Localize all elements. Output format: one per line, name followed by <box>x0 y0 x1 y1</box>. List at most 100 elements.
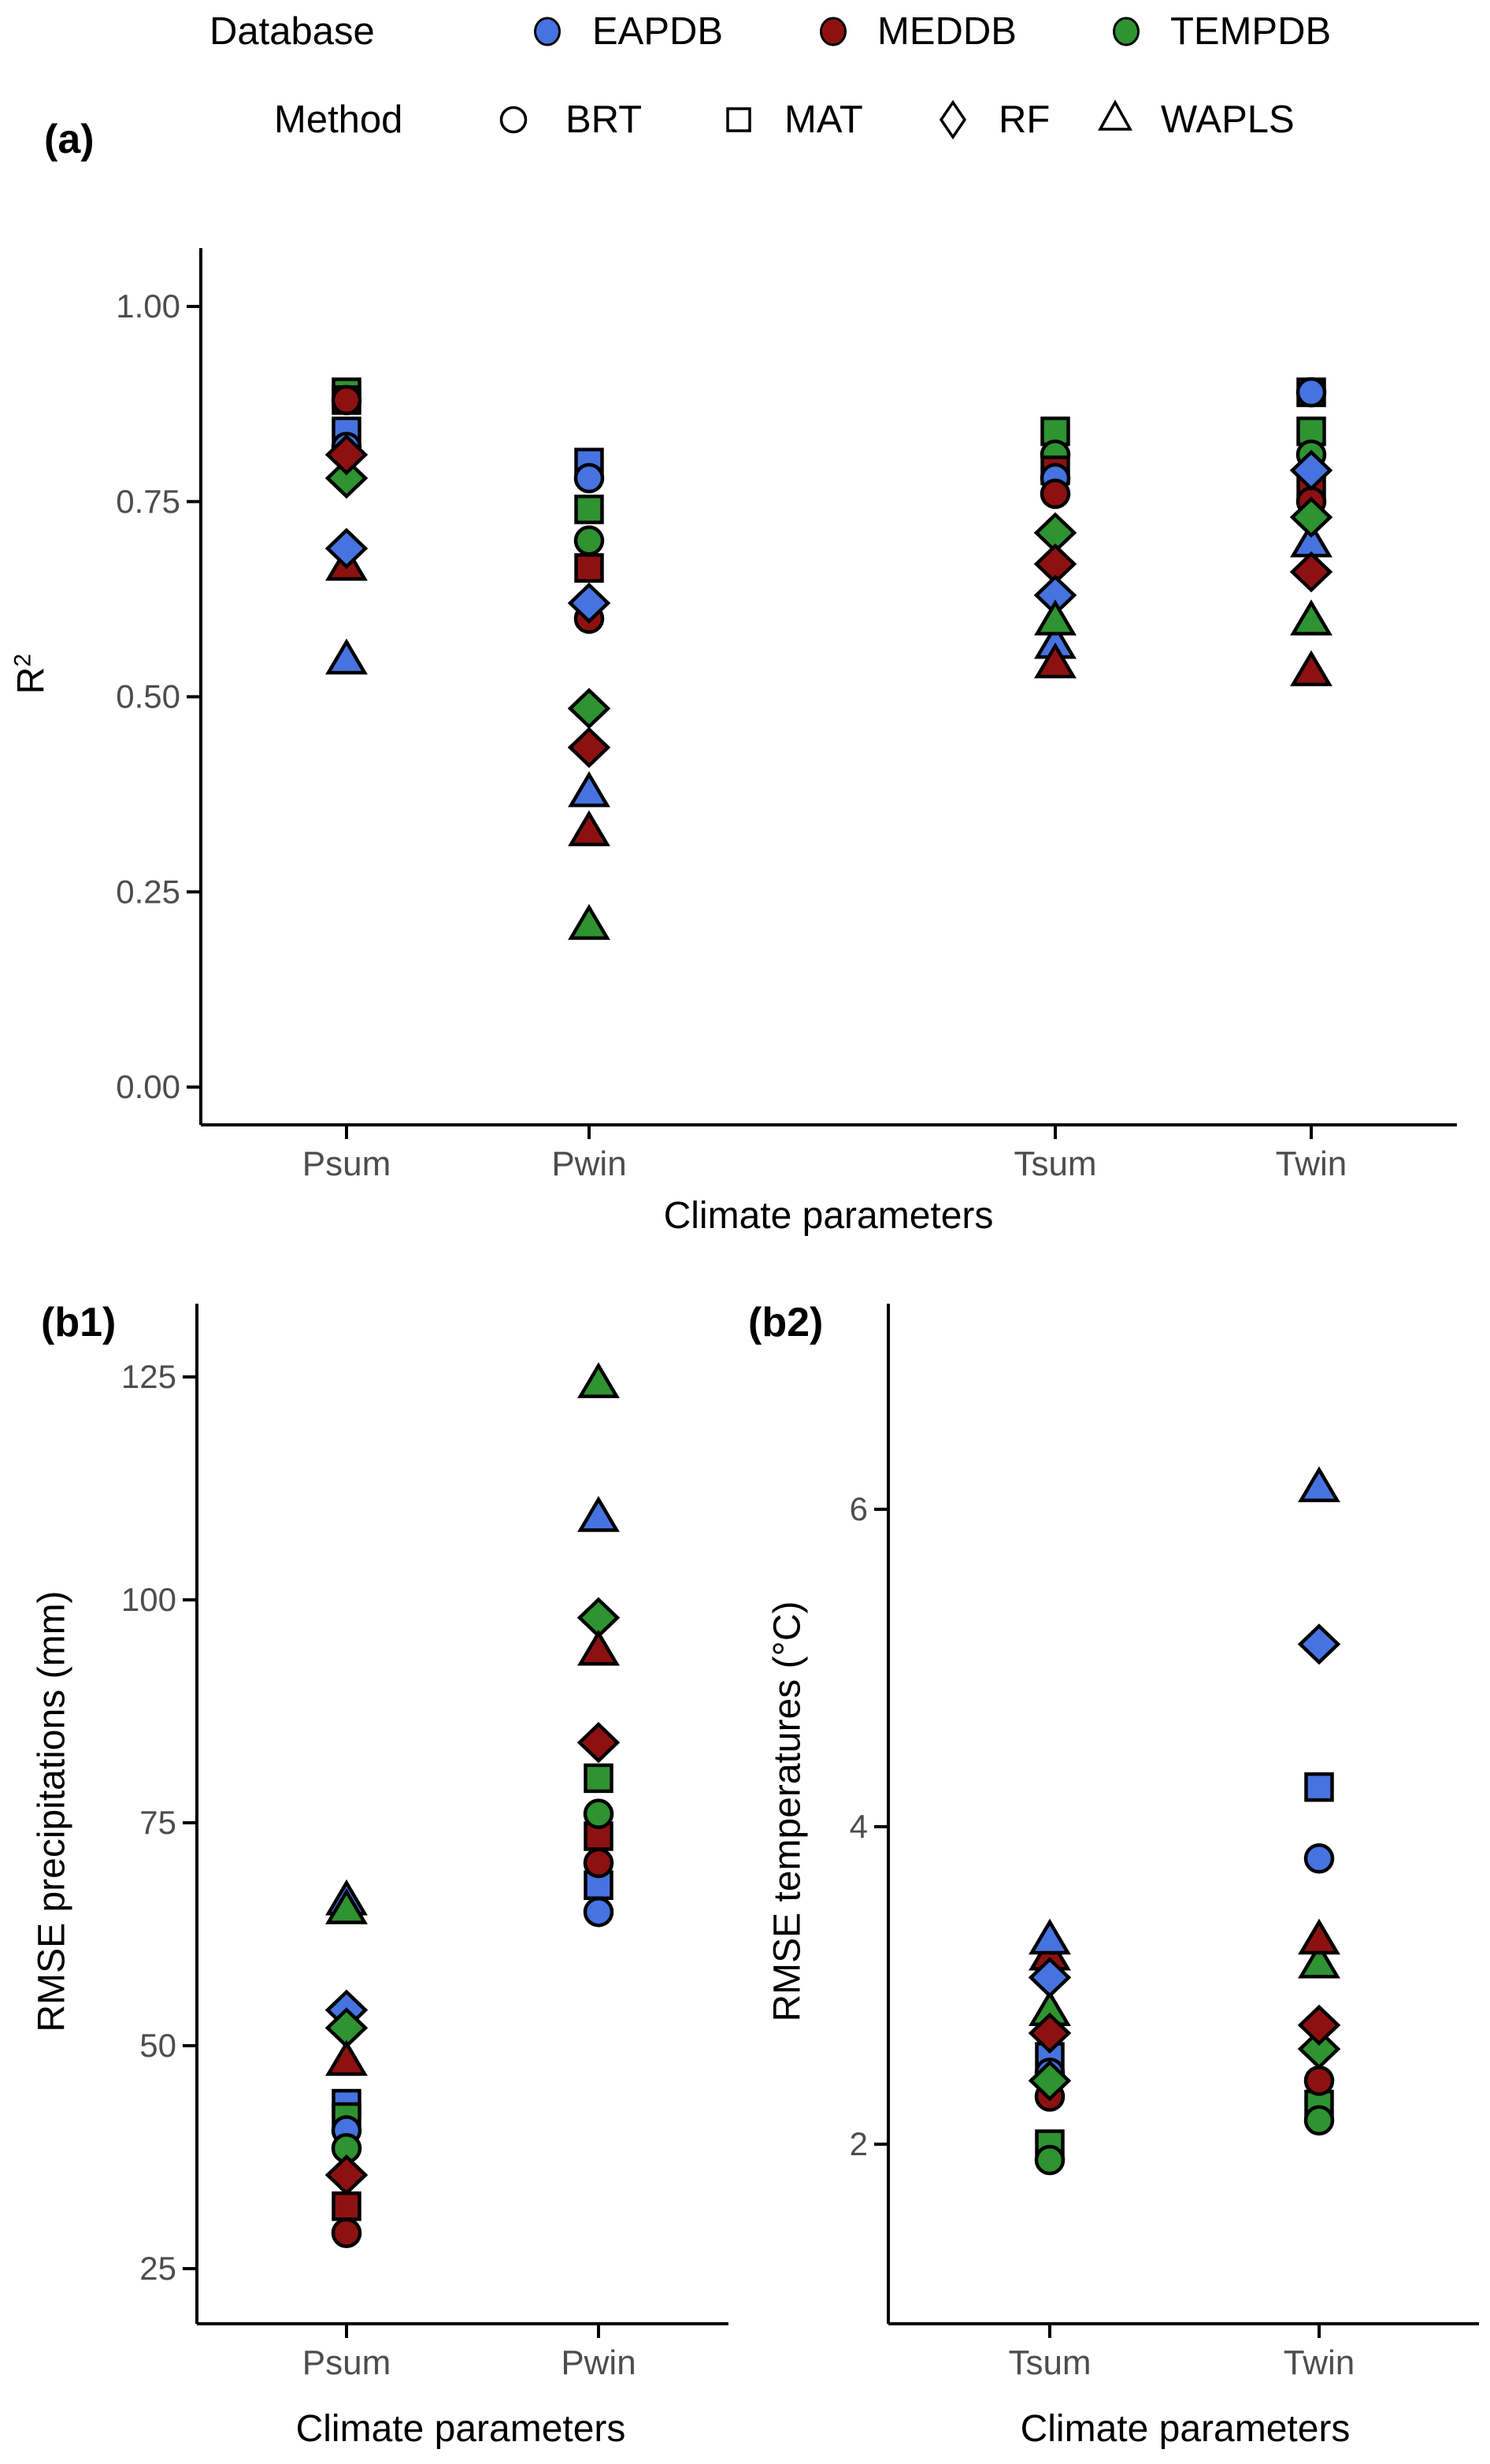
data-point-TEMPDB-BRT-Pwin <box>573 525 605 556</box>
data-point-EAPDB-BRT-Pwin <box>573 462 605 494</box>
panel-a-x-category-label: Tsum <box>1014 1145 1096 1183</box>
data-point-MEDDB-RF-Psum <box>324 434 369 476</box>
legend-method-title: Method <box>274 98 403 141</box>
panel-a-y-tick-label: 0.00 <box>116 1068 180 1105</box>
panel-b2-tag: (b2) <box>748 1300 824 1345</box>
panel-b2-x-category-label: Tsum <box>1008 2343 1091 2382</box>
data-point-EAPDB-RF-Tsum <box>1028 1957 1072 1998</box>
legend-mat-square-icon <box>726 107 751 132</box>
data-point-TEMPDB-RF-Tsum <box>1028 2060 1072 2102</box>
panel-b1-tag: (b1) <box>41 1300 117 1345</box>
panel-a-x-axis-title: Climate parameters <box>663 1195 994 1237</box>
panel-a-x-category-label: Pwin <box>551 1145 626 1183</box>
legend-wapls-triangle-icon <box>1098 99 1132 131</box>
legend-mat-label: MAT <box>784 98 863 141</box>
data-point-EAPDB-RF-Pwin <box>567 582 611 624</box>
data-point-TEMPDB-MAT-Pwin <box>574 494 604 525</box>
data-point-TEMPDB-WAPLS-Pwin <box>577 1362 620 1398</box>
legend-meddb-icon <box>820 17 847 46</box>
data-point-TEMPDB-RF-Pwin <box>567 688 611 729</box>
panel-b2-x-axis-title: Climate parameters <box>1020 2408 1351 2450</box>
data-point-MEDDB-WAPLS-Pwin <box>568 810 610 847</box>
data-point-MEDDB-WAPLS-Pwin <box>577 1629 620 1666</box>
panel-a-y-tick-label: 1.00 <box>116 288 180 325</box>
panel-b1-y-tick-label: 100 <box>121 1581 176 1618</box>
legend-tempdb-label: TEMPDB <box>1170 10 1332 53</box>
data-point-MEDDB-WAPLS-Twin <box>1298 1918 1340 1955</box>
data-point-MEDDB-WAPLS-Tsum <box>1034 642 1077 679</box>
data-point-EAPDB-WAPLS-Pwin <box>577 1496 620 1532</box>
data-point-TEMPDB-RF-Psum <box>324 457 369 499</box>
data-point-MEDDB-WAPLS-Twin <box>1290 650 1332 687</box>
legend-tempdb-icon <box>1113 17 1140 46</box>
panel-b2-x-category-label: Twin <box>1284 2343 1355 2382</box>
data-point-MEDDB-RF-Twin <box>1297 2004 1341 2046</box>
data-point-MEDDB-RF-Twin <box>1289 551 1333 593</box>
data-point-EAPDB-RF-Twin <box>1289 449 1333 492</box>
legend-eapdb-label: EAPDB <box>592 10 724 53</box>
panel-b1-y-tick-label: 25 <box>139 2250 176 2287</box>
data-point-TEMPDB-RF-Twin <box>1297 2028 1341 2070</box>
legend-brt-label: BRT <box>565 98 643 141</box>
data-point-TEMPDB-WAPLS-Twin <box>1290 599 1332 636</box>
data-point-EAPDB-WAPLS-Twin <box>1298 1466 1340 1503</box>
legend-brt-circle-icon <box>499 106 528 134</box>
data-point-MEDDB-RF-Pwin <box>576 1722 621 1764</box>
legend-wapls-label: WAPLS <box>1161 98 1295 141</box>
data-point-TEMPDB-MAT-Pwin <box>584 1763 613 1794</box>
data-point-EAPDB-BRT-Twin <box>1303 1843 1335 1874</box>
data-point-EAPDB-RF-Twin <box>1297 1623 1341 1665</box>
data-point-EAPDB-MAT-Twin <box>1304 1772 1334 1802</box>
data-point-EAPDB-BRT-Pwin <box>583 1896 614 1928</box>
data-point-MEDDB-RF-Tsum <box>1028 2012 1072 2054</box>
panel-a-x-category-label: Psum <box>302 1145 391 1183</box>
data-point-MEDDB-BRT-Pwin <box>583 1847 614 1879</box>
panel-b1-y-tick-label: 75 <box>139 1804 176 1841</box>
panel-b2-y-tick-label: 4 <box>850 1808 868 1845</box>
panel-b2-y-tick-label: 6 <box>850 1490 868 1527</box>
panel-a-y-tick-label: 0.25 <box>116 873 180 910</box>
data-point-MEDDB-BRT-Tsum <box>1040 478 1071 510</box>
data-point-TEMPDB-WAPLS-Twin <box>1298 1942 1340 1979</box>
panel-b1-y-tick-label: 125 <box>121 1358 176 1395</box>
data-point-TEMPDB-BRT-Tsum <box>1034 2144 1066 2176</box>
legend-rf-label: RF <box>999 98 1051 141</box>
data-point-TEMPDB-WAPLS-Tsum <box>1034 599 1077 636</box>
panel-b2-y-axis-title: RMSE temperatures (°C) <box>766 1601 809 2022</box>
panel-b1-y-axis-title: RMSE precipitations (mm) <box>31 1590 73 2032</box>
data-point-MEDDB-WAPLS-Psum <box>325 2039 368 2076</box>
data-point-TEMPDB-WAPLS-Psum <box>325 1888 368 1924</box>
panel-a-y-tick-label: 0.50 <box>116 678 180 715</box>
data-point-TEMPDB-WAPLS-Pwin <box>568 904 610 941</box>
data-point-TEMPDB-BRT-Twin <box>1303 2105 1335 2136</box>
panel-a-tag: (a) <box>44 117 95 162</box>
legend-meddb-label: MEDDB <box>877 10 1017 53</box>
panel-a-y-tick-label: 0.75 <box>116 483 180 520</box>
data-point-MEDDB-BRT-Twin <box>1303 2065 1335 2096</box>
data-point-EAPDB-WAPLS-Psum <box>325 638 368 675</box>
data-point-MEDDB-MAT-Pwin <box>574 553 604 583</box>
panel-b2-y-tick-label: 2 <box>850 2125 868 2162</box>
data-point-MEDDB-BRT-Psum <box>331 384 362 416</box>
data-point-MEDDB-RF-Pwin <box>567 726 611 769</box>
panel-b1-x-category-label: Psum <box>302 2343 391 2382</box>
panel-a-y-axis-title: R2 <box>9 653 53 695</box>
legend-rf-diamond-icon <box>939 99 967 140</box>
panel-b1-x-axis-title: Climate parameters <box>295 2408 626 2450</box>
legend-eapdb-icon <box>534 17 561 46</box>
panel-b1-y-tick-label: 50 <box>139 2027 176 2064</box>
data-point-EAPDB-BRT-Twin <box>1295 377 1327 408</box>
data-point-TEMPDB-BRT-Pwin <box>583 1798 614 1829</box>
data-point-TEMPDB-RF-Twin <box>1289 496 1333 538</box>
data-point-EAPDB-WAPLS-Pwin <box>568 770 610 807</box>
data-point-MEDDB-MAT-Psum <box>332 2191 361 2221</box>
data-point-MEDDB-RF-Psum <box>324 2154 369 2196</box>
data-point-EAPDB-WAPLS-Tsum <box>1029 1918 1071 1955</box>
data-point-MEDDB-BRT-Psum <box>331 2217 362 2248</box>
panel-a-x-category-label: Twin <box>1276 1145 1347 1183</box>
panel-b1-x-category-label: Pwin <box>561 2343 636 2382</box>
legend-database-title: Database <box>209 10 375 53</box>
data-point-EAPDB-RF-Psum <box>324 528 369 570</box>
